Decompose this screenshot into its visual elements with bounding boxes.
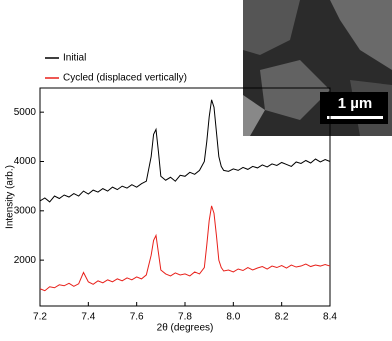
x-axis-title: 2θ (degrees) bbox=[157, 323, 214, 334]
scale-bar bbox=[327, 116, 383, 119]
data-line bbox=[39, 99, 331, 203]
y-tick-label: 4000 bbox=[14, 156, 37, 167]
inset-shape bbox=[330, 0, 392, 70]
y-tick-label: 2000 bbox=[14, 255, 37, 266]
scale-label: 1 µm bbox=[338, 95, 373, 112]
data-line bbox=[39, 205, 331, 292]
x-tick-label: 8.2 bbox=[275, 312, 289, 323]
inset-shape bbox=[260, 60, 330, 120]
sem-inset: 1 µm bbox=[243, 0, 392, 136]
x-tick-label: 8.4 bbox=[323, 312, 337, 323]
y-tick-label: 5000 bbox=[14, 107, 37, 118]
x-tick-label: 8.0 bbox=[226, 312, 240, 323]
legend-label: Initial bbox=[63, 53, 86, 64]
y-axis-title: Intensity (arb.) bbox=[5, 165, 16, 229]
legend-label: Cycled (displaced vertically) bbox=[63, 73, 187, 84]
x-tick-label: 7.8 bbox=[178, 312, 192, 323]
x-tick-label: 7.6 bbox=[130, 312, 144, 323]
x-tick-label: 7.2 bbox=[33, 312, 47, 323]
x-tick-label: 7.4 bbox=[81, 312, 95, 323]
y-tick-label: 3000 bbox=[14, 205, 37, 216]
inset-shape bbox=[243, 0, 300, 55]
inset-shape bbox=[243, 95, 265, 136]
